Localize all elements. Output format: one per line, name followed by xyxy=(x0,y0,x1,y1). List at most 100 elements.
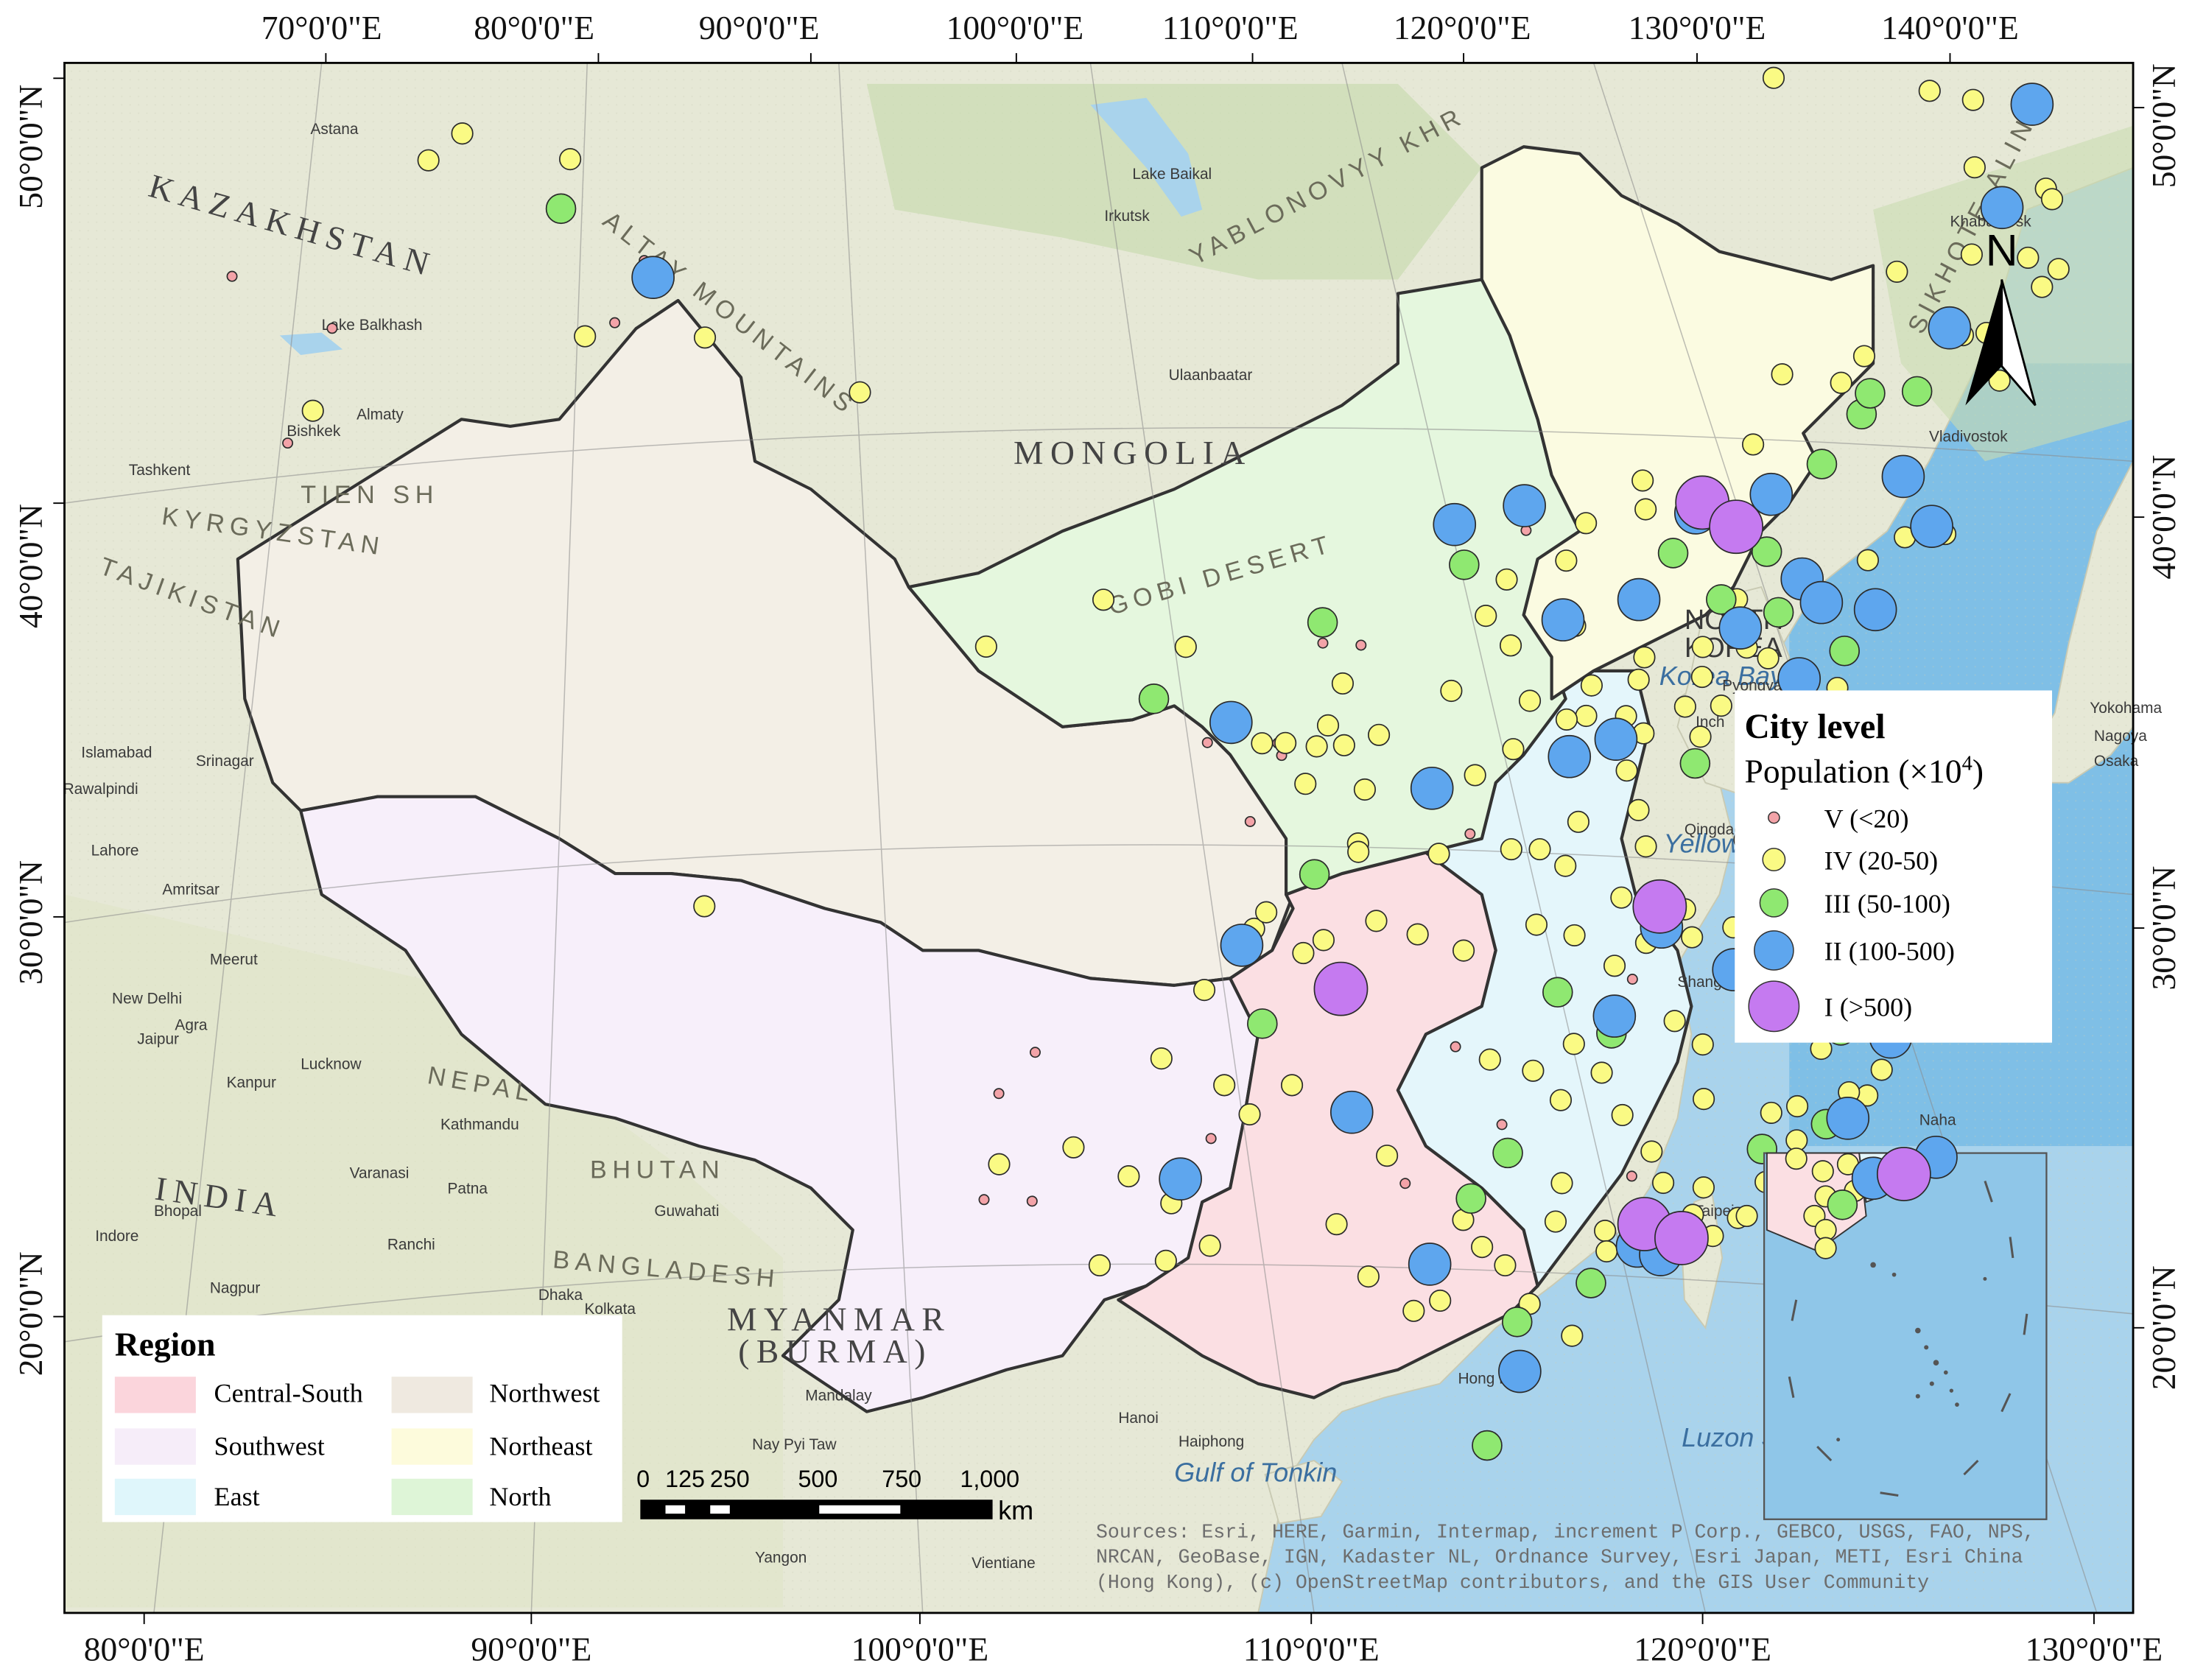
bottom-tick-130E: 130°0'0"E xyxy=(2026,1630,2163,1667)
city-marker-level-iv xyxy=(1961,88,1984,111)
city-marker-level-ii xyxy=(1980,186,2024,230)
place-label: Patna xyxy=(447,1181,488,1198)
attribution: Sources: Esri, HERE, Garmin, Intermap, i… xyxy=(1096,1521,2034,1593)
city-marker-level-iv xyxy=(1544,1210,1567,1233)
city-marker-level-iv xyxy=(1689,725,1712,748)
scale-bar: 0 125 250 500 750 1,000 km xyxy=(636,1466,1033,1525)
city-marker-level-iv xyxy=(1886,260,1908,283)
city-marker-level-iv xyxy=(1357,1265,1380,1288)
city-marker-level-iv xyxy=(1150,1047,1173,1070)
legend-label-iii: III (50-100) xyxy=(1824,889,1950,918)
city-marker-level-iv xyxy=(1663,1010,1686,1033)
city-marker-level-iv xyxy=(1567,810,1589,833)
city-marker-level-iv xyxy=(1580,674,1603,697)
city-marker-level-iv xyxy=(1634,835,1657,858)
city-marker-level-iv xyxy=(693,895,716,918)
city-marker-level-v xyxy=(1205,1133,1217,1145)
place-label: Vladivostok xyxy=(1929,429,2008,446)
top-tick-80E: 80°0'0"E xyxy=(474,9,594,46)
city-marker-level-iii xyxy=(545,193,577,225)
city-marker-level-iv xyxy=(849,381,871,404)
swatch-north xyxy=(391,1478,473,1516)
city-marker-level-iv xyxy=(1640,1140,1663,1163)
inset-map xyxy=(1763,1135,2048,1520)
city-marker-level-iv xyxy=(1771,363,1794,386)
city-marker-level-ii xyxy=(1928,306,1972,350)
city-marker-level-iii xyxy=(1576,1268,1606,1298)
city-marker-level-ii xyxy=(1718,606,1763,650)
city-marker-level-iv xyxy=(1518,689,1542,712)
attribution-line-2: NRCAN, GeoBase, IGN, Kadaster NL, Ordnan… xyxy=(1096,1547,2023,1569)
city-marker-level-iv xyxy=(1274,731,1297,754)
city-marker-level-iv xyxy=(1427,843,1450,865)
city-marker-level-iii xyxy=(1247,1008,1278,1039)
city-marker-level-iv xyxy=(2017,246,2040,270)
place-label: Meerut xyxy=(210,951,258,968)
city-marker-level-iv xyxy=(1471,1236,1494,1259)
city-marker-level-iv xyxy=(1691,636,1714,658)
city-marker-level-iv xyxy=(1500,837,1522,861)
city-marker-level-i xyxy=(1632,879,1687,934)
city-marker-level-v xyxy=(1026,1195,1038,1207)
city-marker-level-iv xyxy=(1595,1240,1618,1263)
city-marker-level-iv xyxy=(1918,80,1941,102)
scale-label-500: 500 xyxy=(798,1466,837,1492)
bottom-tick-80E: 80°0'0"E xyxy=(84,1630,205,1667)
city-marker-level-iv xyxy=(1213,1074,1236,1097)
city-marker-level-iv xyxy=(1856,549,1879,572)
city-marker-level-iv xyxy=(1294,773,1317,795)
swatch-northwest xyxy=(391,1377,473,1413)
right-tick-20N: 20°0'0"N xyxy=(2145,1265,2182,1390)
city-marker-level-iv xyxy=(451,122,474,145)
city-marker-level-iv xyxy=(1238,1103,1261,1126)
city-marker-level-iv xyxy=(1615,759,1638,782)
city-marker-level-iv xyxy=(1406,923,1429,946)
city-marker-level-iv xyxy=(1710,695,1732,717)
region-legend: Region Central-South Northwest Southwest… xyxy=(102,1315,622,1522)
top-tick-90E: 90°0'0"E xyxy=(699,9,820,46)
city-marker-level-v xyxy=(1450,1041,1461,1052)
legend-symbol-v xyxy=(1768,811,1780,824)
region-legend-title: Region xyxy=(115,1326,216,1363)
north-arrow: N xyxy=(1965,225,2037,407)
label-myanmar: MYANMAR xyxy=(727,1301,951,1338)
city-marker-level-iv xyxy=(1154,1249,1177,1272)
city-marker-level-iv xyxy=(1673,695,1696,718)
label-burma: (BURMA) xyxy=(738,1332,932,1370)
top-tick-70E: 70°0'0"E xyxy=(261,9,382,46)
place-label: Naha xyxy=(1919,1112,1956,1129)
attribution-line-1: Sources: Esri, HERE, Garmin, Intermap, i… xyxy=(1096,1521,2034,1543)
place-label: Lucknow xyxy=(301,1056,362,1073)
city-marker-level-iv xyxy=(1742,433,1765,456)
city-marker-level-ii xyxy=(1826,1097,1870,1140)
top-tick-130E: 130°0'0"E xyxy=(1629,9,1766,46)
city-marker-level-iv xyxy=(2181,18,2192,39)
swatch-east xyxy=(114,1478,196,1516)
legend-symbol-iii xyxy=(1759,888,1789,918)
scale-label-0: 0 xyxy=(636,1466,650,1492)
city-marker-level-iv xyxy=(1575,512,1598,535)
place-label: New Delhi xyxy=(112,991,182,1008)
city-marker-level-iii xyxy=(1542,977,1573,1008)
city-marker-level-iv xyxy=(1088,1254,1111,1277)
city-marker-level-iv xyxy=(1325,1213,1348,1236)
place-label: Indore xyxy=(95,1228,138,1245)
scale-label-750: 750 xyxy=(882,1466,921,1492)
city-marker-level-ii xyxy=(1881,454,1925,499)
city-marker-level-iv xyxy=(1522,1059,1545,1082)
label-tien-shan: TIEN SH xyxy=(301,481,439,509)
place-label: Vientiane xyxy=(972,1555,1036,1572)
city-marker-level-iv xyxy=(1495,568,1518,591)
left-axis: 50°0'0"N 40°0'0"N 30°0'0"N 20°0'0"N xyxy=(12,77,65,1376)
place-label: Kolkata xyxy=(584,1301,636,1318)
city-marker-level-iv xyxy=(1440,679,1463,703)
left-tick-40N: 40°0'0"N xyxy=(12,504,49,628)
city-marker-level-v xyxy=(226,270,238,282)
legend-label-i: I (>500) xyxy=(1824,993,1912,1022)
city-marker-level-iv xyxy=(301,399,324,422)
left-tick-20N: 20°0'0"N xyxy=(12,1251,49,1376)
city-marker-level-iv xyxy=(1475,605,1497,628)
city-marker-level-iv xyxy=(559,148,582,171)
lake-balkhash xyxy=(279,332,343,356)
city-marker-level-iv xyxy=(1633,646,1656,669)
